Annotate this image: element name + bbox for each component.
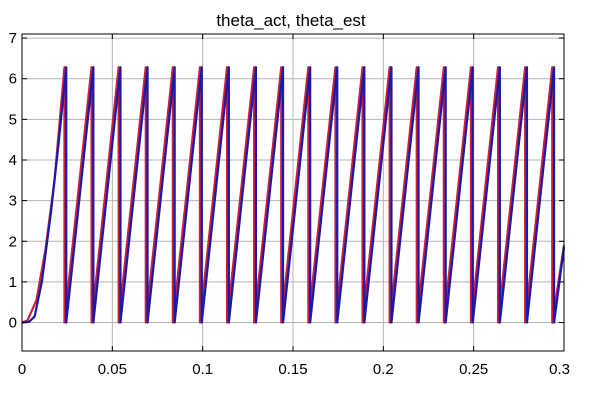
y-tick-label: 2 bbox=[9, 233, 17, 250]
x-tick-label: 0.2 bbox=[373, 361, 394, 378]
y-tick-label: 7 bbox=[9, 30, 17, 47]
x-tick-label: 0.15 bbox=[278, 361, 307, 378]
y-tick-label: 1 bbox=[9, 274, 17, 291]
x-tick-label: 0.25 bbox=[459, 361, 488, 378]
y-tick-label: 5 bbox=[9, 111, 17, 128]
y-tick-label: 4 bbox=[9, 152, 17, 169]
x-axis-tick-labels: 0 0.05 0.1 0.15 0.2 0.25 0.3 bbox=[18, 361, 570, 378]
series-line-2 bbox=[21, 66, 566, 324]
chart-title: theta_act, theta_est bbox=[216, 11, 366, 30]
y-axis-tick-labels: 0 1 2 3 4 5 6 7 bbox=[9, 30, 17, 331]
y-tick-label: 6 bbox=[9, 71, 17, 88]
series-line-1 bbox=[21, 66, 566, 324]
x-tick-label: 0 bbox=[18, 361, 26, 378]
series-layer bbox=[21, 66, 566, 324]
y-tick-label: 0 bbox=[9, 315, 17, 332]
x-tick-label: 0.05 bbox=[98, 361, 127, 378]
x-tick-label: 0.1 bbox=[192, 361, 213, 378]
y-tick-label: 3 bbox=[9, 193, 17, 210]
x-tick-label: 0.3 bbox=[549, 361, 570, 378]
axis-ticks bbox=[21, 34, 565, 351]
